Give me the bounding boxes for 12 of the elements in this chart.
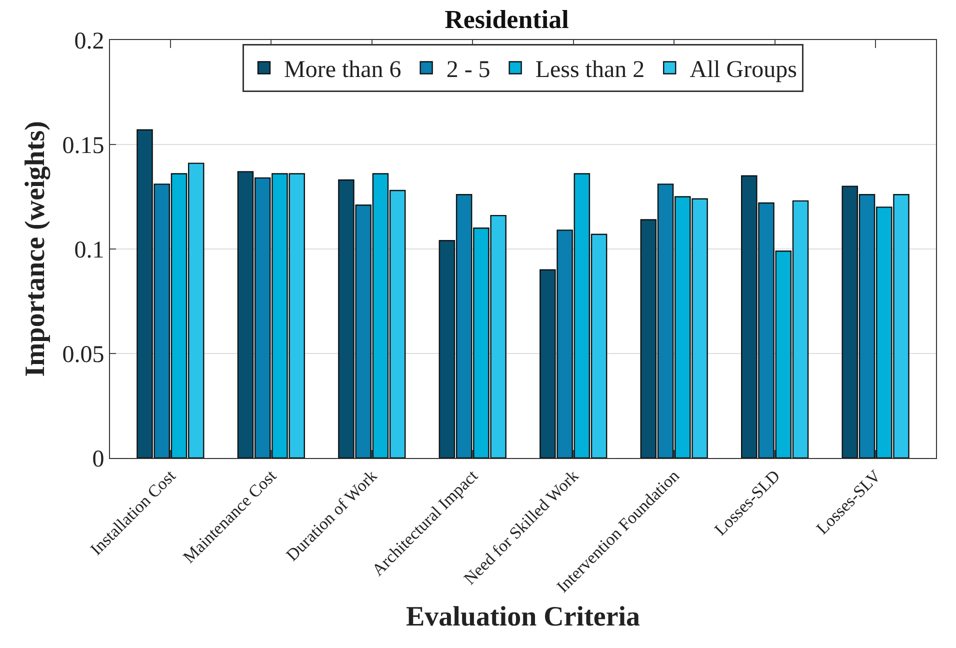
legend-label: More than 6 bbox=[284, 57, 402, 84]
legend-label: All Groups bbox=[690, 57, 797, 84]
x-axis-title: Evaluation Criteria bbox=[406, 601, 640, 632]
legend-label: Less than 2 bbox=[535, 57, 645, 84]
chart-title: Residential bbox=[444, 4, 569, 34]
y-tick-label: 0.05 bbox=[62, 342, 104, 368]
legend-label: 2 - 5 bbox=[446, 57, 490, 84]
y-tick-label: 0.15 bbox=[62, 132, 104, 159]
y-tick-label: 0.1 bbox=[74, 237, 104, 264]
y-tick-label: 0.2 bbox=[74, 28, 104, 54]
y-tick-label: 0 bbox=[92, 446, 104, 472]
y-axis-title: Importance (weights) bbox=[20, 121, 51, 377]
